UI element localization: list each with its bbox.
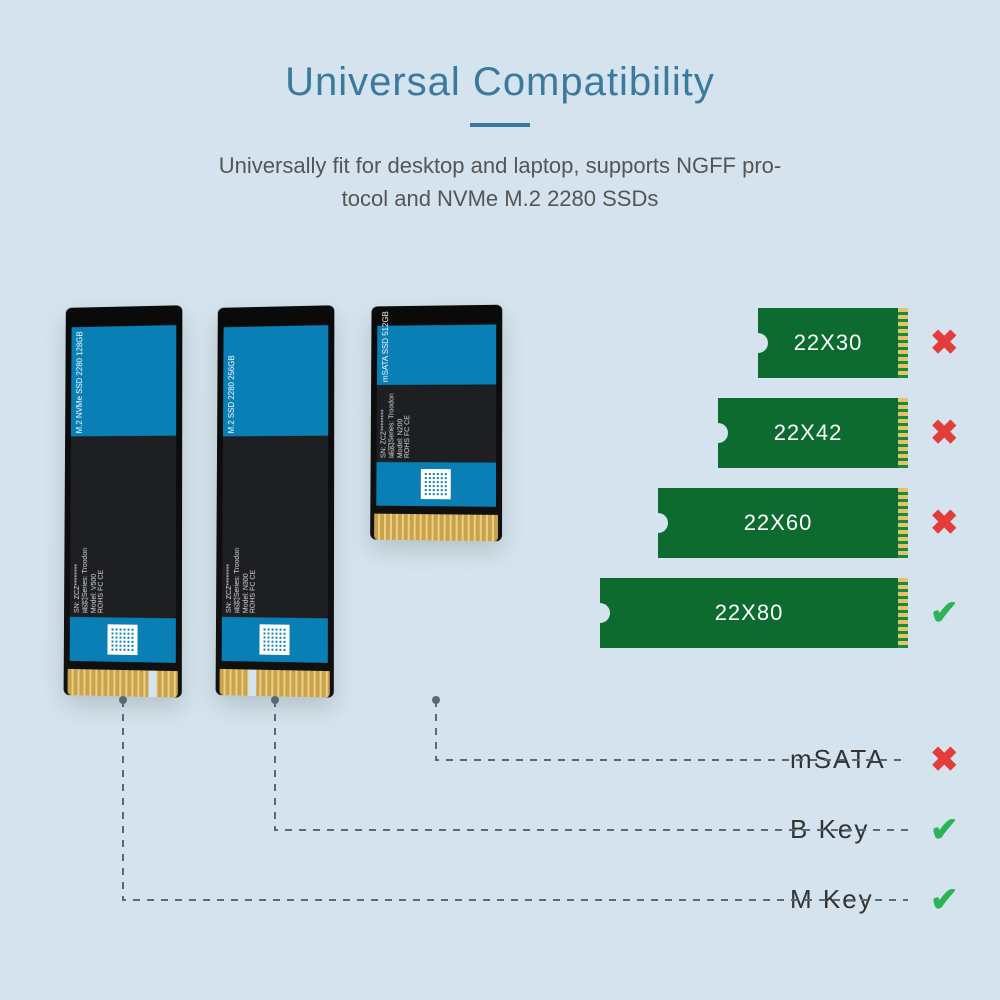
key-label: mSATA: [790, 744, 886, 775]
check-icon: ✔: [930, 593, 959, 633]
ssd-msata: mSATA SSD 512GBSN: ZCZ********系列|Series:…: [370, 305, 502, 542]
x-icon: ✖: [930, 740, 959, 780]
size-chip-label: 22X80: [715, 600, 784, 626]
key-label: M Key: [790, 884, 874, 915]
size-chip: 22X60: [658, 488, 908, 558]
size-chip-label: 22X42: [774, 420, 843, 446]
x-icon: ✖: [930, 413, 959, 453]
size-chip-label: 22X60: [744, 510, 813, 536]
size-chip: 22X42: [718, 398, 908, 468]
size-chip: 22X30: [758, 308, 908, 378]
key-label: B Key: [790, 814, 869, 845]
ssd-mkey: M.2 NVMe SSD 2280 128GBSN: ZCZ********系列…: [64, 305, 183, 697]
x-icon: ✖: [930, 503, 959, 543]
x-icon: ✖: [930, 323, 959, 363]
check-icon: ✔: [930, 880, 959, 920]
size-chip: 22X80: [600, 578, 908, 648]
diagram-stage: M.2 NVMe SSD 2280 128GBSN: ZCZ********系列…: [0, 0, 1000, 1000]
size-chip-label: 22X30: [794, 330, 863, 356]
ssd-bkey: M.2 SSD 2280 256GBSN: ZCZ********系列|Seri…: [216, 305, 335, 697]
check-icon: ✔: [930, 810, 959, 850]
